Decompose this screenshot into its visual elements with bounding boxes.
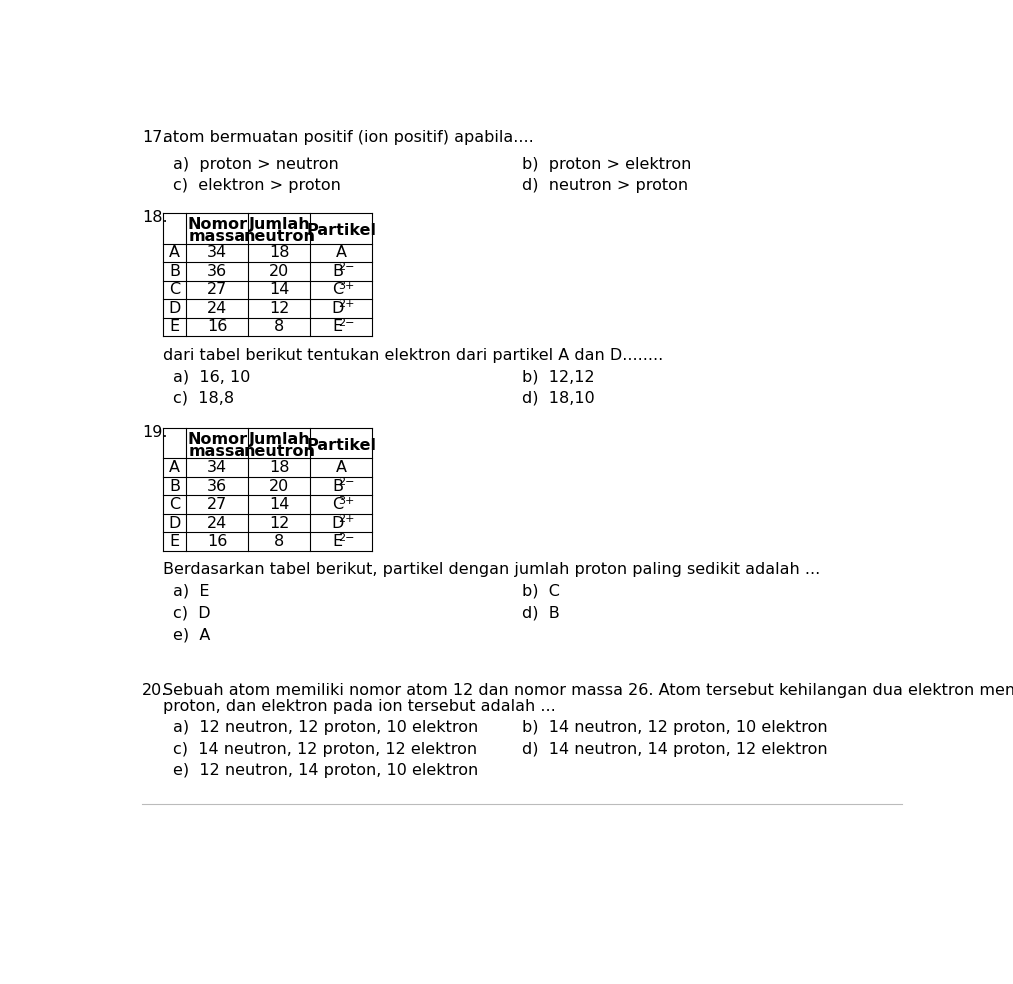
Text: d)  neutron > proton: d) neutron > proton	[522, 178, 688, 193]
Text: 18: 18	[269, 461, 290, 475]
Text: a)  16, 10: a) 16, 10	[173, 369, 250, 384]
Text: 2+: 2+	[338, 515, 355, 524]
Text: 27: 27	[208, 282, 228, 297]
Text: 24: 24	[208, 516, 228, 530]
Text: 36: 36	[208, 264, 227, 278]
Text: 2−: 2−	[338, 318, 355, 328]
Text: Nomor: Nomor	[187, 217, 247, 232]
Text: 20.: 20.	[142, 683, 167, 699]
Text: E: E	[169, 319, 179, 335]
Text: 18: 18	[269, 245, 290, 261]
Text: c)  elektron > proton: c) elektron > proton	[173, 178, 341, 193]
Text: 2−: 2−	[338, 532, 355, 543]
Text: neutron: neutron	[243, 229, 315, 244]
Text: B: B	[332, 478, 343, 494]
Text: c)  14 neutron, 12 proton, 12 elektron: c) 14 neutron, 12 proton, 12 elektron	[173, 742, 477, 757]
Text: 14: 14	[269, 497, 290, 512]
Text: d)  14 neutron, 14 proton, 12 elektron: d) 14 neutron, 14 proton, 12 elektron	[522, 742, 828, 757]
Text: atom bermuatan positif (ion positif) apabila....: atom bermuatan positif (ion positif) apa…	[163, 130, 534, 145]
Text: proton, dan elektron pada ion tersebut adalah ...: proton, dan elektron pada ion tersebut a…	[163, 699, 556, 713]
Text: 36: 36	[208, 478, 227, 494]
Text: c)  18,8: c) 18,8	[173, 391, 234, 405]
Text: Sebuah atom memiliki nomor atom 12 dan nomor massa 26. Atom tersebut kehilangan : Sebuah atom memiliki nomor atom 12 dan n…	[163, 683, 1013, 699]
Text: D: D	[331, 301, 343, 316]
Text: b)  C: b) C	[522, 584, 560, 599]
Text: neutron: neutron	[243, 444, 315, 459]
Text: 17.: 17.	[142, 130, 167, 145]
Text: D: D	[331, 516, 343, 530]
Text: A: A	[169, 245, 180, 261]
Text: A: A	[169, 461, 180, 475]
Text: 18.: 18.	[142, 211, 168, 225]
Text: b)  12,12: b) 12,12	[522, 369, 595, 384]
Text: 2+: 2+	[338, 299, 355, 309]
Text: Jumlah: Jumlah	[248, 432, 310, 448]
Text: 16: 16	[207, 319, 228, 335]
Text: Partikel: Partikel	[306, 438, 376, 453]
Text: c)  D: c) D	[173, 605, 211, 621]
Text: C: C	[169, 497, 180, 512]
Text: 2−: 2−	[338, 477, 355, 487]
Text: 34: 34	[208, 245, 227, 261]
Text: b)  proton > elektron: b) proton > elektron	[522, 156, 691, 171]
Text: C: C	[169, 282, 180, 297]
Text: a)  12 neutron, 12 proton, 10 elektron: a) 12 neutron, 12 proton, 10 elektron	[173, 720, 478, 735]
Text: E: E	[332, 534, 342, 549]
Text: a)  proton > neutron: a) proton > neutron	[173, 156, 339, 171]
Text: B: B	[169, 264, 180, 278]
Text: a)  E: a) E	[173, 584, 210, 599]
Text: D: D	[168, 516, 181, 530]
Text: A: A	[335, 245, 346, 261]
Text: 34: 34	[208, 461, 227, 475]
Text: C: C	[332, 282, 343, 297]
Text: D: D	[168, 301, 181, 316]
Text: B: B	[169, 478, 180, 494]
Text: 20: 20	[269, 478, 290, 494]
Text: E: E	[332, 319, 342, 335]
Text: Partikel: Partikel	[306, 222, 376, 238]
Text: b)  14 neutron, 12 proton, 10 elektron: b) 14 neutron, 12 proton, 10 elektron	[522, 720, 828, 735]
Text: 3+: 3+	[338, 281, 355, 291]
Text: d)  B: d) B	[522, 605, 559, 621]
Text: 16: 16	[207, 534, 228, 549]
Text: 20: 20	[269, 264, 290, 278]
Text: d)  18,10: d) 18,10	[522, 391, 595, 405]
Text: 2−: 2−	[338, 263, 355, 273]
Text: A: A	[335, 461, 346, 475]
Text: dari tabel berikut tentukan elektron dari partikel A dan D........: dari tabel berikut tentukan elektron dar…	[163, 347, 664, 362]
Text: Nomor: Nomor	[187, 432, 247, 448]
Text: Jumlah: Jumlah	[248, 217, 310, 232]
Text: 24: 24	[208, 301, 228, 316]
Text: Berdasarkan tabel berikut, partikel dengan jumlah proton paling sedikit adalah .: Berdasarkan tabel berikut, partikel deng…	[163, 563, 821, 578]
Text: e)  A: e) A	[173, 627, 211, 642]
Text: 3+: 3+	[338, 496, 355, 506]
Text: 19.: 19.	[142, 425, 167, 440]
Text: 8: 8	[275, 319, 285, 335]
Text: 27: 27	[208, 497, 228, 512]
Text: E: E	[169, 534, 179, 549]
Text: C: C	[332, 497, 343, 512]
Text: massa: massa	[188, 229, 246, 244]
Text: 8: 8	[275, 534, 285, 549]
Text: e)  12 neutron, 14 proton, 10 elektron: e) 12 neutron, 14 proton, 10 elektron	[173, 764, 478, 778]
Text: 14: 14	[269, 282, 290, 297]
Text: 12: 12	[269, 301, 290, 316]
Text: B: B	[332, 264, 343, 278]
Text: massa: massa	[188, 444, 246, 459]
Text: 12: 12	[269, 516, 290, 530]
